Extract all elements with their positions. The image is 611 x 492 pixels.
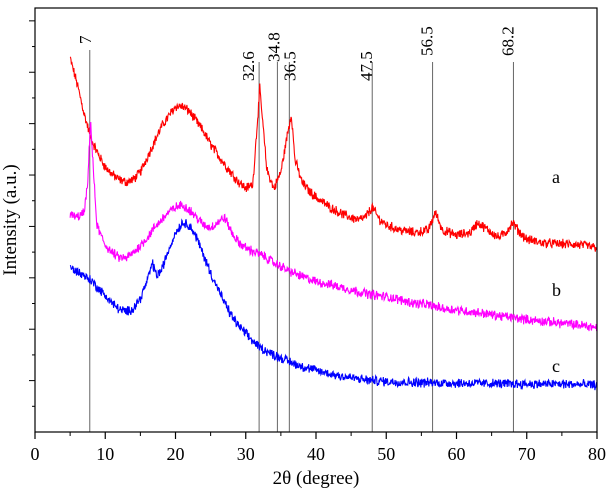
x-axis-ticks: 0 10 20 30 40 50 60 70 80 xyxy=(31,432,606,464)
peak-label: 56.5 xyxy=(418,26,437,56)
x-tick-label: 30 xyxy=(237,444,255,464)
series-c-label: c xyxy=(552,356,560,376)
x-tick-label: 60 xyxy=(448,444,466,464)
x-tick-label: 70 xyxy=(518,444,536,464)
y-axis-title: Intensity (a.u.) xyxy=(0,164,21,275)
series-b-label: b xyxy=(552,280,561,300)
series-layer xyxy=(69,56,598,391)
peak-marker-lines xyxy=(89,50,514,432)
peak-label: 32.6 xyxy=(239,51,258,81)
peak-label: 7 xyxy=(76,35,95,44)
x-tick-label: 40 xyxy=(307,444,325,464)
x-tick-label: 0 xyxy=(31,444,40,464)
x-tick-label: 50 xyxy=(377,444,395,464)
series-a-label: a xyxy=(552,167,560,187)
peak-label: 34.8 xyxy=(264,32,283,62)
series-b-line xyxy=(69,121,598,332)
peak-label: 68.2 xyxy=(498,26,517,56)
peak-label: 47.5 xyxy=(357,51,376,81)
series-a-line xyxy=(69,56,597,252)
series-labels: a b c xyxy=(552,167,561,376)
x-tick-label: 10 xyxy=(96,444,114,464)
x-tick-label: 20 xyxy=(167,444,185,464)
series-c-line xyxy=(69,218,598,391)
peak-labels: 7 32.6 34.836.5 47.5 56.5 68.2 xyxy=(76,26,518,81)
y-axis-ticks xyxy=(29,20,35,407)
x-axis-title: 2θ (degree) xyxy=(273,468,360,489)
x-tick-label: 80 xyxy=(588,444,606,464)
peak-label: 36.5 xyxy=(280,51,299,81)
